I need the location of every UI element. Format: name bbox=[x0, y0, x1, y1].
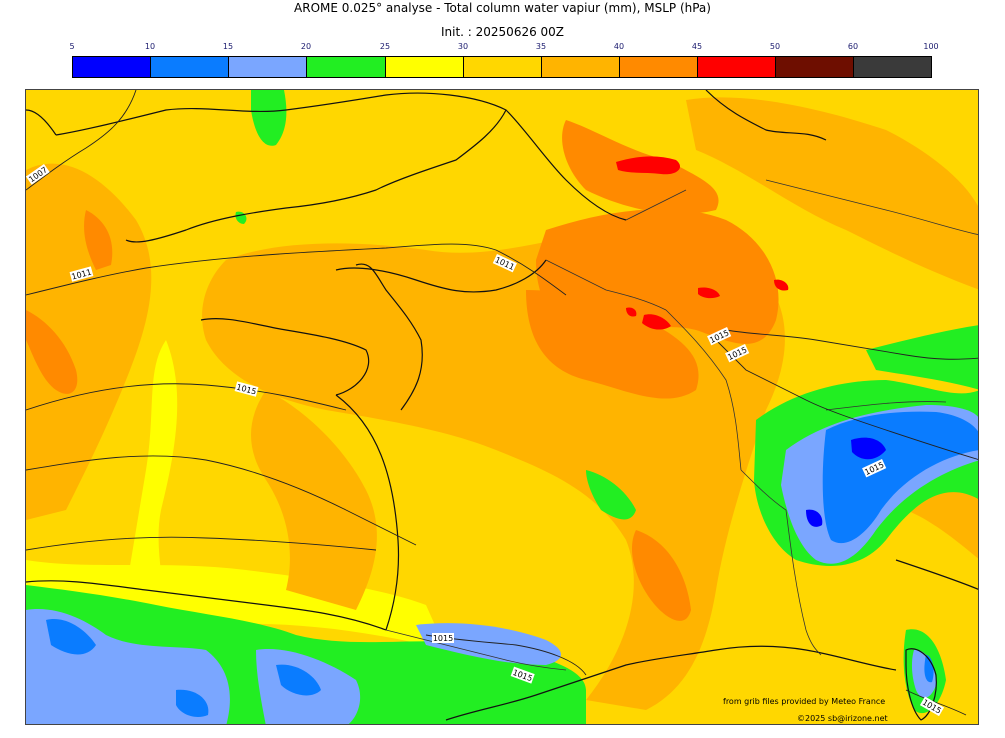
colorbar-tick: 35 bbox=[535, 42, 547, 51]
copyright-credit: ©2025 sb@irizone.net bbox=[797, 714, 888, 723]
vapour-area-blue bbox=[276, 664, 321, 696]
colorbar-segment bbox=[853, 56, 932, 78]
vapour-area-blue bbox=[176, 689, 209, 717]
isobar-1015-corsica bbox=[905, 689, 967, 716]
coastline-italy bbox=[895, 559, 978, 590]
coastline-spain-north bbox=[26, 580, 387, 631]
coastline-germany-north bbox=[705, 90, 827, 141]
vapour-area-orange bbox=[26, 163, 152, 520]
init-time: Init. : 20250626 00Z bbox=[440, 25, 565, 39]
colorbar-segment bbox=[72, 56, 151, 78]
vapour-area-orange bbox=[251, 390, 377, 610]
coastline-med bbox=[445, 645, 897, 721]
isobars bbox=[26, 90, 978, 716]
colorbar-tick: 15 bbox=[222, 42, 234, 51]
vapour-area-dark-orange bbox=[26, 310, 78, 394]
data-source-credit: from grib files provided by Meteo France bbox=[723, 697, 886, 706]
coastline-netherlands bbox=[505, 109, 627, 221]
border-france-switzerland bbox=[740, 469, 787, 511]
vapour-area-dark-orange bbox=[631, 530, 691, 621]
vapour-area-yellow bbox=[26, 560, 446, 650]
border-france-germany bbox=[665, 309, 742, 471]
coastline-channel bbox=[355, 263, 423, 411]
colorbar-segment bbox=[619, 56, 698, 78]
isobar-1007 bbox=[26, 90, 137, 191]
colorbar-segment bbox=[228, 56, 307, 78]
colorbar-tick: 50 bbox=[769, 42, 781, 51]
border-germany-east bbox=[765, 179, 978, 235]
vapour-area-dark-orange bbox=[84, 210, 113, 270]
border-france-belgium bbox=[545, 259, 667, 311]
vapour-area-orange bbox=[686, 97, 978, 290]
colorbar-tick: 45 bbox=[691, 42, 703, 51]
colorbar-tick: 40 bbox=[613, 42, 625, 51]
isobar-1011-west bbox=[26, 243, 567, 296]
coastline-normandy bbox=[335, 259, 547, 293]
country-borders bbox=[385, 179, 978, 671]
vapour-area-red bbox=[626, 307, 637, 317]
coastline-wales bbox=[26, 109, 57, 136]
colorbar-segment bbox=[775, 56, 854, 78]
colorbar-tick: 20 bbox=[300, 42, 312, 51]
colorbar-tick: 30 bbox=[457, 42, 469, 51]
coastline-brittany bbox=[200, 318, 370, 396]
border-switzerland-austria bbox=[825, 401, 947, 411]
coastline-england bbox=[55, 92, 507, 243]
isobar-alps bbox=[715, 339, 978, 460]
weather-map[interactable]: 1007 1011 1011 1015 1015 1015 1015 1015 … bbox=[25, 89, 979, 725]
colorbar-tick: 10 bbox=[144, 42, 156, 51]
map-title: AROME 0.025° analyse - Total column wate… bbox=[294, 1, 711, 15]
vapour-area-green bbox=[251, 90, 287, 146]
border-france-italy bbox=[785, 509, 822, 656]
vapour-area-red bbox=[774, 279, 789, 291]
colorbar-segment bbox=[697, 56, 776, 78]
vapour-area-deep-blue bbox=[806, 509, 823, 527]
colorbar-tick: 100 bbox=[923, 42, 939, 51]
vapour-area-red bbox=[616, 156, 681, 175]
coastline-biscay bbox=[335, 394, 400, 631]
border-belgium-netherlands bbox=[625, 189, 687, 221]
colorbar-segment bbox=[150, 56, 229, 78]
colorbar-segment bbox=[463, 56, 542, 78]
colorbar-tick: 25 bbox=[379, 42, 391, 51]
vapour-area-deep-blue bbox=[851, 437, 886, 460]
isobar-east bbox=[725, 329, 978, 360]
colorbar-segment bbox=[306, 56, 386, 78]
colorbar-segment bbox=[541, 56, 620, 78]
vapour-area-red bbox=[642, 314, 671, 330]
isobar-south bbox=[26, 536, 377, 551]
colorbar-tick: 60 bbox=[847, 42, 859, 51]
vapour-area-red bbox=[698, 287, 720, 299]
colorbar-tick: 5 bbox=[69, 42, 75, 51]
isobar-mid bbox=[26, 455, 417, 546]
vapour-area-blue bbox=[46, 619, 96, 655]
isobar-label: 1015 bbox=[433, 634, 453, 643]
vapour-area-dark-orange bbox=[526, 290, 699, 399]
colorbar-segment bbox=[385, 56, 464, 78]
border-france-spain bbox=[385, 629, 567, 671]
vapour-area-green bbox=[586, 470, 636, 520]
isobar-1015-west bbox=[26, 383, 347, 411]
